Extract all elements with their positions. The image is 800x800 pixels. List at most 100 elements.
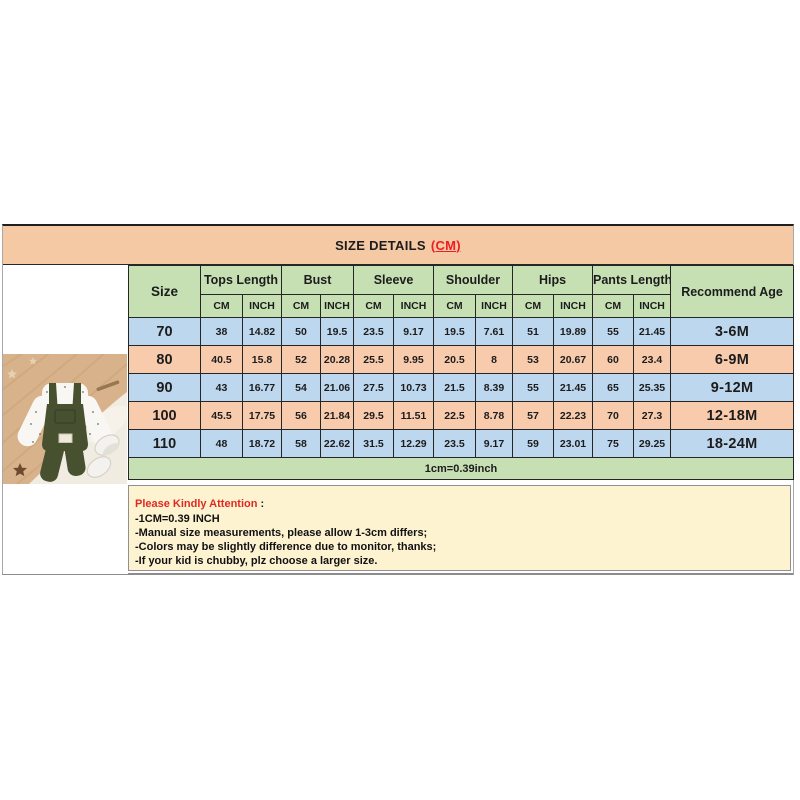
measurement-value: 31.5: [353, 429, 394, 458]
measurement-value: 12.29: [393, 429, 434, 458]
group-header-row: Size Tops Length Bust Sleeve Shoulder Hi…: [128, 265, 795, 318]
unit-cm: CM: [353, 294, 394, 318]
measurement-value: 19.5: [433, 317, 476, 346]
size-value: 110: [128, 429, 201, 458]
col-header-hips: Hips: [512, 265, 594, 295]
size-table: Size Tops Length Bust Sleeve Shoulder Hi…: [127, 265, 795, 480]
recommend-age-value: 12-18M: [670, 401, 795, 430]
measurement-value: 21.06: [320, 373, 354, 402]
measurement-value: 25.35: [633, 373, 672, 402]
title-unit-cm: (CM): [430, 237, 461, 253]
size-value: 70: [128, 317, 201, 346]
measurement-value: 53: [512, 345, 555, 374]
measurement-value: 23.5: [353, 317, 394, 346]
size-row-90: 90 43 16.77 54 21.06 27.5 10.73 21.5 8.39 55 21.45…: [128, 373, 795, 402]
col-header-shoulder: Shoulder: [432, 265, 514, 295]
measurement-value: 23.4: [633, 345, 672, 374]
size-row-70: 70 38 14.82 50 19.5 23.5 9.17 19.5 7.61 51 19.89 55…: [128, 317, 795, 346]
measurement-value: 70: [592, 401, 635, 430]
measurement-value: 10.73: [393, 373, 434, 402]
measurement-value: 11.51: [393, 401, 434, 430]
measurement-value: 9.17: [393, 317, 434, 346]
attention-heading-text: Please Kindly Attention: [135, 498, 258, 510]
measurement-value: 8.78: [474, 401, 514, 430]
measurement-value: 8: [474, 345, 514, 374]
baby-shoes: [86, 434, 120, 478]
unit-cm: CM: [512, 294, 555, 318]
measurement-value: 57: [512, 401, 555, 430]
measurement-value: 20.5: [433, 345, 476, 374]
measurement-value: 51: [512, 317, 555, 346]
col-header-pants-length: Pants Length: [592, 265, 672, 295]
measurement-value: 8.39: [474, 373, 514, 402]
measurement-value: 45.5: [200, 401, 243, 430]
measurement-value: 19.89: [553, 317, 594, 346]
measurement-value: 38: [200, 317, 243, 346]
measurement-value: 7.61: [474, 317, 514, 346]
measurement-value: 65: [592, 373, 635, 402]
content-row: Size Tops Length Bust Sleeve Shoulder Hi…: [0, 265, 795, 574]
col-header-size: Size: [128, 265, 201, 318]
measurement-value: 18.72: [242, 429, 282, 458]
measurement-value: 20.28: [320, 345, 354, 374]
size-row-80: 80 40.5 15.8 52 20.28 25.5 9.95 20.5 8 53 20.67 60 2…: [128, 345, 795, 374]
unit-inch: INCH: [633, 294, 672, 318]
table-column: Size Tops Length Bust Sleeve Shoulder Hi…: [127, 265, 795, 574]
measurement-value: 40.5: [200, 345, 243, 374]
col-header-sleeve: Sleeve: [353, 265, 434, 295]
recommend-age-value: 3-6M: [670, 317, 795, 346]
measurement-value: 27.3: [633, 401, 672, 430]
recommend-age-value: 9-12M: [670, 373, 795, 402]
attention-heading: Please Kindly Attention :: [135, 497, 782, 511]
measurement-value: 20.67: [553, 345, 594, 374]
size-row-110: 110 48 18.72 58 22.62 31.5 12.29 23.5 9.17 59 23.0…: [128, 429, 795, 458]
measurement-value: 21.45: [553, 373, 594, 402]
measurement-value: 17.75: [242, 401, 282, 430]
size-value: 90: [128, 373, 201, 402]
attention-box: Please Kindly Attention : -1CM=0.39 INCH…: [128, 485, 791, 571]
measurement-value: 27.5: [353, 373, 394, 402]
product-photo-cell: [0, 265, 129, 574]
measurement-value: 23.01: [553, 429, 594, 458]
measurement-value: 14.82: [242, 317, 282, 346]
measurement-value: 52: [281, 345, 321, 374]
waist-label: [58, 433, 73, 443]
unit-header-row: CM INCH CM INCH CM INCH CM INCH CM INCH …: [129, 294, 794, 318]
unit-inch: INCH: [553, 294, 594, 318]
measurement-value: 21.5: [433, 373, 476, 402]
size-details-panel: SIZE DETAILS (CM): [0, 224, 795, 575]
measurement-value: 60: [592, 345, 635, 374]
unit-inch: INCH: [474, 294, 514, 318]
unit-inch: INCH: [320, 294, 354, 318]
measurement-value: 22.62: [320, 429, 354, 458]
size-value: 100: [128, 401, 201, 430]
product-photo: [0, 343, 129, 485]
attention-line: -Colors may be slightly difference due t…: [135, 541, 437, 553]
col-header-bust: Bust: [281, 265, 354, 295]
measurement-value: 59: [512, 429, 555, 458]
measurement-value: 9.95: [393, 345, 434, 374]
measurement-value: 21.84: [320, 401, 354, 430]
measurement-value: 22.5: [433, 401, 476, 430]
measurement-value: 25.5: [353, 345, 394, 374]
size-rows-body: 70 38 14.82 50 19.5 23.5 9.17 19.5 7.61 51 19.89 55…: [128, 317, 795, 458]
attention-line: -Manual size measurements, please allow …: [135, 527, 428, 539]
size-details-header: SIZE DETAILS (CM): [3, 226, 793, 265]
measurement-value: 48: [200, 429, 243, 458]
unit-inch: INCH: [242, 294, 282, 318]
conversion-note-row: 1cm=0.39inch: [127, 457, 795, 480]
size-row-100: 100 45.5 17.75 56 21.84 29.5 11.51 22.5 8.78 57 22…: [128, 401, 795, 430]
measurement-value: 54: [281, 373, 321, 402]
attention-line: -If your kid is chubby, plz choose a lar…: [135, 555, 378, 567]
measurement-value: 9.17: [474, 429, 514, 458]
conversion-note: 1cm=0.39inch: [127, 457, 795, 480]
measurement-value: 50: [281, 317, 321, 346]
page-title: SIZE DETAILS: [335, 237, 426, 253]
measurement-value: 43: [200, 373, 243, 402]
attention-heading-colon: :: [257, 498, 265, 510]
col-header-recommend-age: Recommend Age: [670, 265, 795, 318]
recommend-age-value: 18-24M: [670, 429, 795, 458]
recommend-age-value: 6-9M: [670, 345, 795, 374]
measurement-value: 75: [592, 429, 635, 458]
measurement-value: 55: [592, 317, 635, 346]
